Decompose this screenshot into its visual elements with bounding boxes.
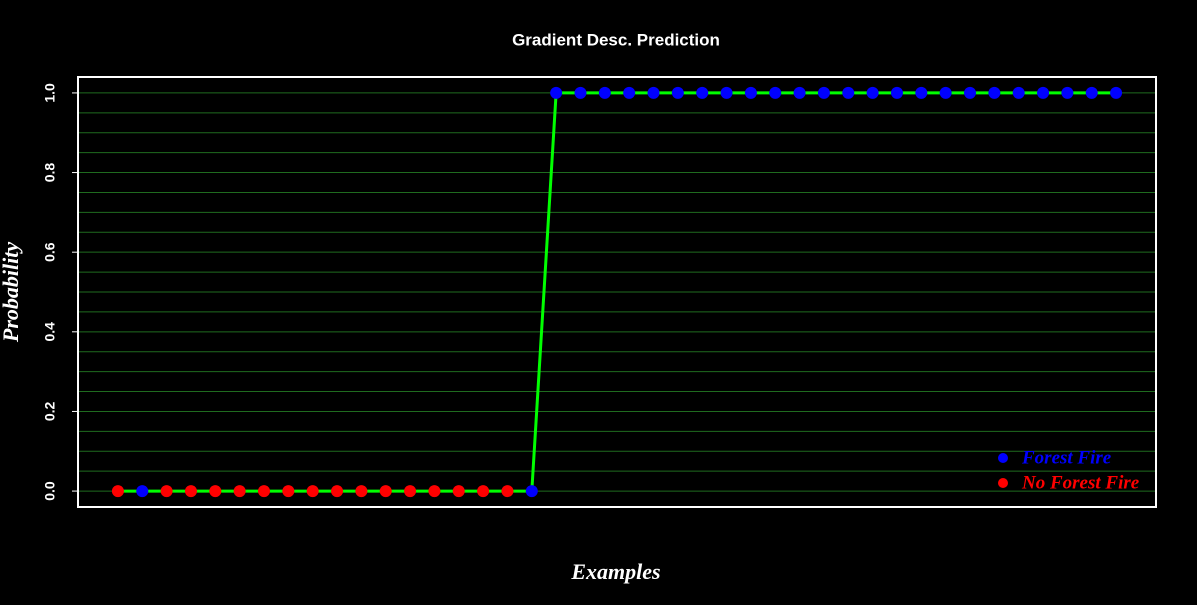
y-tick-label: 0.8 xyxy=(42,163,58,183)
data-point xyxy=(452,485,465,498)
data-point xyxy=(525,485,538,498)
data-point xyxy=(817,86,830,99)
y-tick-label: 0.4 xyxy=(42,322,58,342)
data-point xyxy=(184,485,197,498)
data-point xyxy=(842,86,855,99)
x-axis-label: Examples xyxy=(570,559,660,584)
y-axis-label: Probability xyxy=(0,242,23,343)
plot-frame xyxy=(77,76,1157,508)
data-point xyxy=(160,485,173,498)
y-tick-label: 0.6 xyxy=(42,242,58,262)
y-tick-label: 1.0 xyxy=(42,83,58,103)
data-point xyxy=(501,485,514,498)
data-point xyxy=(988,86,1001,99)
data-point xyxy=(233,485,246,498)
data-point xyxy=(306,485,319,498)
legend-marker xyxy=(998,478,1008,488)
data-point xyxy=(769,86,782,99)
data-point xyxy=(209,485,222,498)
legend-marker xyxy=(998,453,1008,463)
data-point xyxy=(1037,86,1050,99)
legend-label: No Forest Fire xyxy=(1021,472,1140,493)
data-point xyxy=(1012,86,1025,99)
data-point xyxy=(671,86,684,99)
data-point xyxy=(1110,86,1123,99)
data-point xyxy=(550,86,563,99)
data-point xyxy=(428,485,441,498)
data-point xyxy=(404,485,417,498)
data-point xyxy=(574,86,587,99)
data-point xyxy=(598,86,611,99)
data-point xyxy=(355,485,368,498)
data-point xyxy=(793,86,806,99)
data-point xyxy=(257,485,270,498)
chart-title: Gradient Desc. Prediction xyxy=(512,30,720,49)
data-point xyxy=(964,86,977,99)
legend-label: Forest Fire xyxy=(1021,447,1112,468)
data-point xyxy=(331,485,344,498)
y-tick-label: 0.2 xyxy=(42,402,58,422)
data-point xyxy=(696,86,709,99)
data-point xyxy=(866,86,879,99)
data-point xyxy=(282,485,295,498)
data-point xyxy=(1061,86,1074,99)
data-point xyxy=(939,86,952,99)
data-point xyxy=(623,86,636,99)
data-point xyxy=(647,86,660,99)
data-point xyxy=(915,86,928,99)
data-point xyxy=(720,86,733,99)
data-point xyxy=(379,485,392,498)
data-point xyxy=(890,86,903,99)
data-point xyxy=(744,86,757,99)
data-point xyxy=(136,485,149,498)
data-point xyxy=(477,485,490,498)
data-point xyxy=(111,485,124,498)
data-point xyxy=(1085,86,1098,99)
y-tick-label: 0.0 xyxy=(42,481,58,501)
